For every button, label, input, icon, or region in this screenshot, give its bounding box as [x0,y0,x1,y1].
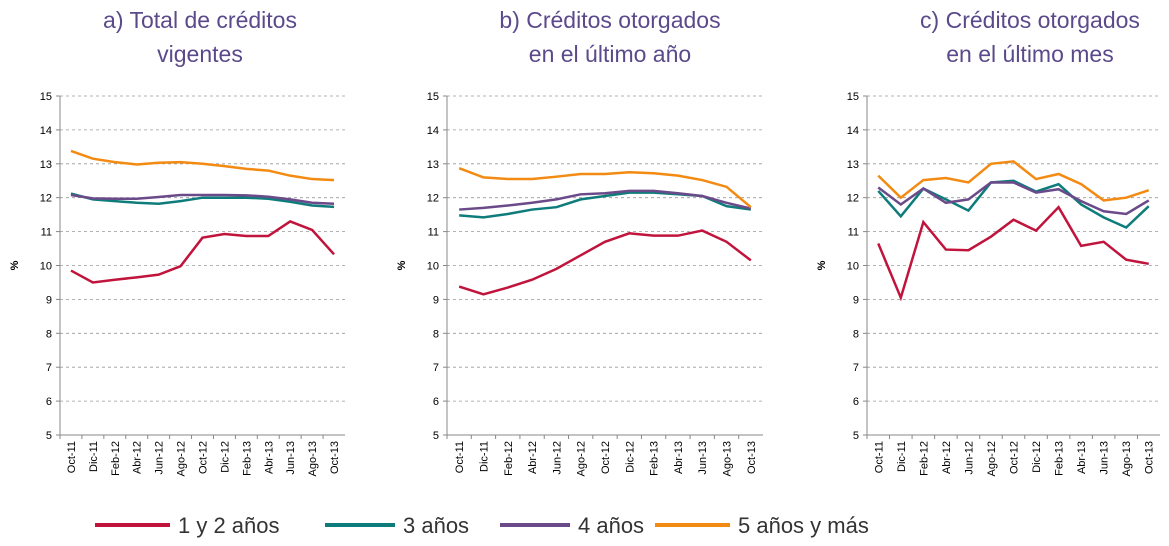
x-tick-label: Oct-12 [600,441,612,474]
y-tick-label: 12 [847,193,859,205]
y-axis-label: % [816,260,828,270]
y-tick-label: 8 [433,328,439,340]
x-tick-label: Abr-13 [673,441,685,474]
x-tick-label: Jun-13 [1099,441,1111,475]
y-tick-label: 6 [46,396,52,408]
x-tick-label: Ago-13 [1121,441,1133,476]
x-tick-label: Dic-12 [624,441,636,473]
y-tick-label: 15 [427,91,439,103]
x-tick-label: Dic-11 [88,441,100,472]
x-tick-label: Dic-12 [219,441,231,473]
y-axis-label: % [396,260,408,270]
legend-label: 5 años y más [738,513,869,538]
x-tick-label: Dic-12 [1031,441,1043,473]
x-tick-label: Oct-13 [1144,441,1156,474]
y-tick-label: 14 [427,125,439,137]
y-tick-label: 7 [853,362,859,374]
x-tick-label: Dic-11 [478,441,490,472]
y-tick-label: 7 [433,362,439,374]
x-tick-label: Oct-12 [1009,441,1021,474]
x-tick-label: Feb-13 [241,441,253,476]
legend-label: 1 y 2 años [178,513,280,538]
line-series [458,229,752,296]
x-tick-label: Feb-12 [503,441,515,476]
y-tick-label: 10 [847,261,859,273]
x-tick-label: Abr-12 [941,441,953,474]
x-tick-label: Jun-13 [285,441,297,475]
y-tick-label: 9 [433,294,439,306]
chart-title: a) Total de créditos [103,7,297,33]
line-series [70,192,335,209]
x-tick-label: Jun-12 [963,441,975,475]
line-series [70,149,335,182]
x-tick-label: Oct-11 [873,441,885,473]
x-tick-label: Oct-12 [198,441,210,474]
legend-label: 3 años [403,513,469,538]
y-tick-label: 6 [853,396,859,408]
x-tick-label: Oct-13 [329,441,341,474]
y-tick-label: 10 [427,261,439,273]
y-tick-label: 13 [40,159,52,171]
y-tick-label: 11 [41,227,52,239]
line-series [877,160,1150,202]
legend-label: 4 años [578,513,644,538]
y-tick-label: 5 [433,430,439,442]
x-tick-label: Abr-12 [132,441,144,474]
x-tick-label: Ago-12 [986,441,998,476]
y-tick-label: 6 [433,396,439,408]
y-tick-label: 8 [46,328,52,340]
x-tick-label: Abr-13 [1076,441,1088,474]
x-tick-label: Abr-12 [527,441,539,474]
chart-title: en el último mes [946,41,1113,67]
x-tick-label: Oct-11 [66,441,78,473]
x-tick-label: Ago-13 [307,441,319,476]
y-tick-label: 9 [853,294,859,306]
line-series [877,205,1149,302]
line-series [70,193,335,206]
y-tick-label: 5 [46,430,52,442]
chart-title: en el último año [529,41,691,67]
x-tick-label: Jun-12 [154,441,166,475]
x-tick-label: Dic-11 [896,441,908,472]
x-tick-label: Jun-13 [697,441,709,475]
line-series [70,220,335,284]
y-tick-label: 9 [46,294,52,306]
x-tick-label: Jun-12 [551,441,563,475]
y-tick-label: 15 [847,91,859,103]
y-tick-label: 11 [428,227,439,239]
x-tick-label: Ago-12 [576,441,588,476]
line-series [877,181,1150,216]
y-tick-label: 13 [427,159,439,171]
y-tick-label: 12 [427,193,439,205]
x-tick-label: Abr-13 [263,441,275,474]
line-series [458,167,752,209]
x-tick-label: Ago-12 [176,441,188,476]
y-tick-label: 7 [46,362,52,374]
x-tick-label: Oct-13 [746,441,758,474]
line-series [459,189,752,211]
y-tick-label: 5 [853,430,859,442]
y-tick-label: 14 [847,125,859,137]
y-tick-label: 15 [40,91,52,103]
x-tick-label: Oct-11 [454,441,466,473]
y-tick-label: 13 [847,159,859,171]
x-tick-label: Feb-12 [918,441,930,476]
chart-title: c) Créditos otorgados [920,7,1140,33]
x-tick-label: Feb-13 [649,441,661,476]
x-tick-label: Feb-12 [110,441,122,476]
y-tick-label: 8 [853,328,859,340]
chart-title: b) Créditos otorgados [499,7,720,33]
y-tick-label: 10 [40,261,52,273]
y-tick-label: 12 [40,193,52,205]
y-tick-label: 14 [40,125,52,137]
chart-title: vigentes [157,41,243,67]
y-tick-label: 11 [848,227,859,239]
y-axis-label: % [9,260,21,270]
x-tick-label: Feb-13 [1054,441,1066,476]
x-tick-label: Ago-13 [722,441,734,476]
